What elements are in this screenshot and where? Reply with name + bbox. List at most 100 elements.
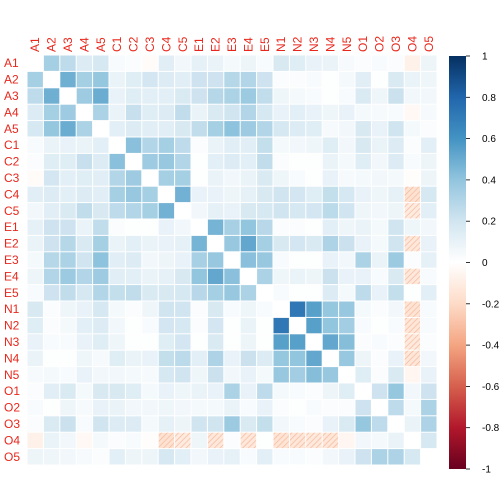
heatmap-cell xyxy=(240,235,257,252)
heatmap-cell xyxy=(60,432,76,449)
heatmap-cell xyxy=(322,449,339,465)
heatmap-cell xyxy=(109,137,125,153)
heatmap-cell xyxy=(27,121,43,137)
heatmap-cell xyxy=(257,350,273,367)
heatmap-cell xyxy=(371,170,388,186)
heatmap-cell xyxy=(125,416,142,432)
heatmap-cell xyxy=(27,104,43,121)
heatmap-cell xyxy=(158,219,175,235)
heatmap-cell xyxy=(191,252,207,268)
heatmap-cell xyxy=(257,432,273,449)
heatmap-cell xyxy=(289,219,306,235)
row-label: N2 xyxy=(4,319,20,333)
heatmap-cell xyxy=(175,367,191,383)
heatmap-cell xyxy=(207,350,224,367)
heatmap-cell xyxy=(404,71,421,88)
heatmap-cell xyxy=(355,88,371,104)
heatmap-cell xyxy=(371,350,388,367)
column-label: E4 xyxy=(241,37,255,52)
heatmap-cell xyxy=(257,137,273,153)
heatmap-cell xyxy=(76,137,93,153)
column-label: A4 xyxy=(77,37,91,52)
heatmap-cell xyxy=(257,268,273,285)
heatmap-cell xyxy=(404,252,421,268)
heatmap-cell xyxy=(43,219,60,235)
heatmap-cell xyxy=(289,55,306,71)
heatmap-cell xyxy=(339,71,355,88)
heatmap-cell xyxy=(306,71,322,88)
heatmap-cell xyxy=(158,71,175,88)
heatmap-cell xyxy=(421,153,437,170)
heatmap-cell xyxy=(257,104,273,121)
heatmap-cell xyxy=(175,301,191,317)
heatmap-cell xyxy=(76,88,93,104)
heatmap-cell xyxy=(404,432,421,449)
heatmap-cell xyxy=(125,317,142,334)
heatmap-cell xyxy=(371,203,388,219)
heatmap-cell xyxy=(421,285,437,301)
heatmap-cell xyxy=(109,71,125,88)
heatmap-cell xyxy=(109,416,125,432)
heatmap-cell xyxy=(191,186,207,203)
heatmap-cell xyxy=(109,301,125,317)
heatmap-cell xyxy=(355,367,371,383)
heatmap-cell-hatch xyxy=(404,235,421,252)
heatmap-cell xyxy=(339,285,355,301)
colorbar-gradient xyxy=(449,56,466,469)
heatmap-cell xyxy=(371,235,388,252)
heatmap-cell xyxy=(273,285,289,301)
heatmap-cell xyxy=(289,449,306,465)
heatmap-cell xyxy=(371,399,388,416)
heatmap-cell xyxy=(158,285,175,301)
heatmap-cell xyxy=(421,334,437,350)
heatmap-cell xyxy=(240,416,257,432)
heatmap-cell xyxy=(93,121,109,137)
heatmap-cell xyxy=(175,383,191,399)
heatmap-cell xyxy=(355,153,371,170)
heatmap-cell xyxy=(404,285,421,301)
heatmap-cell xyxy=(142,301,158,317)
heatmap-cell xyxy=(43,153,60,170)
heatmap-cell xyxy=(93,334,109,350)
heatmap-cell xyxy=(191,432,207,449)
heatmap-cell xyxy=(142,55,158,71)
heatmap-cell xyxy=(355,203,371,219)
heatmap-cell xyxy=(421,121,437,137)
heatmap-cell xyxy=(371,449,388,465)
heatmap-cell xyxy=(207,104,224,121)
heatmap-cell xyxy=(404,137,421,153)
column-label: N1 xyxy=(274,36,288,52)
heatmap-cell xyxy=(306,121,322,137)
heatmap-cell xyxy=(191,383,207,399)
heatmap-cell xyxy=(421,252,437,268)
heatmap-cell xyxy=(191,137,207,153)
heatmap-cell xyxy=(76,301,93,317)
heatmap-cell xyxy=(125,235,142,252)
heatmap-cell xyxy=(322,219,339,235)
heatmap-cell xyxy=(273,88,289,104)
heatmap-cell xyxy=(322,301,339,317)
heatmap-cell xyxy=(355,399,371,416)
heatmap-cell xyxy=(355,350,371,367)
heatmap-cell xyxy=(306,170,322,186)
heatmap-cell xyxy=(421,350,437,367)
heatmap-cell xyxy=(388,317,404,334)
row-label: A5 xyxy=(4,122,19,136)
heatmap-cell xyxy=(388,252,404,268)
heatmap-cell xyxy=(339,268,355,285)
heatmap-cell xyxy=(125,252,142,268)
heatmap-cell xyxy=(257,153,273,170)
heatmap-cell xyxy=(76,252,93,268)
heatmap-cell xyxy=(240,71,257,88)
heatmap-cell xyxy=(355,55,371,71)
heatmap-cell xyxy=(207,88,224,104)
heatmap-cell xyxy=(191,416,207,432)
heatmap-cell xyxy=(421,104,437,121)
column-label: A1 xyxy=(28,37,42,52)
heatmap-cell xyxy=(109,449,125,465)
heatmap-cell xyxy=(240,301,257,317)
heatmap-cell xyxy=(109,186,125,203)
heatmap-cell xyxy=(421,317,437,334)
column-label: E1 xyxy=(192,37,206,52)
heatmap-cell xyxy=(322,203,339,219)
